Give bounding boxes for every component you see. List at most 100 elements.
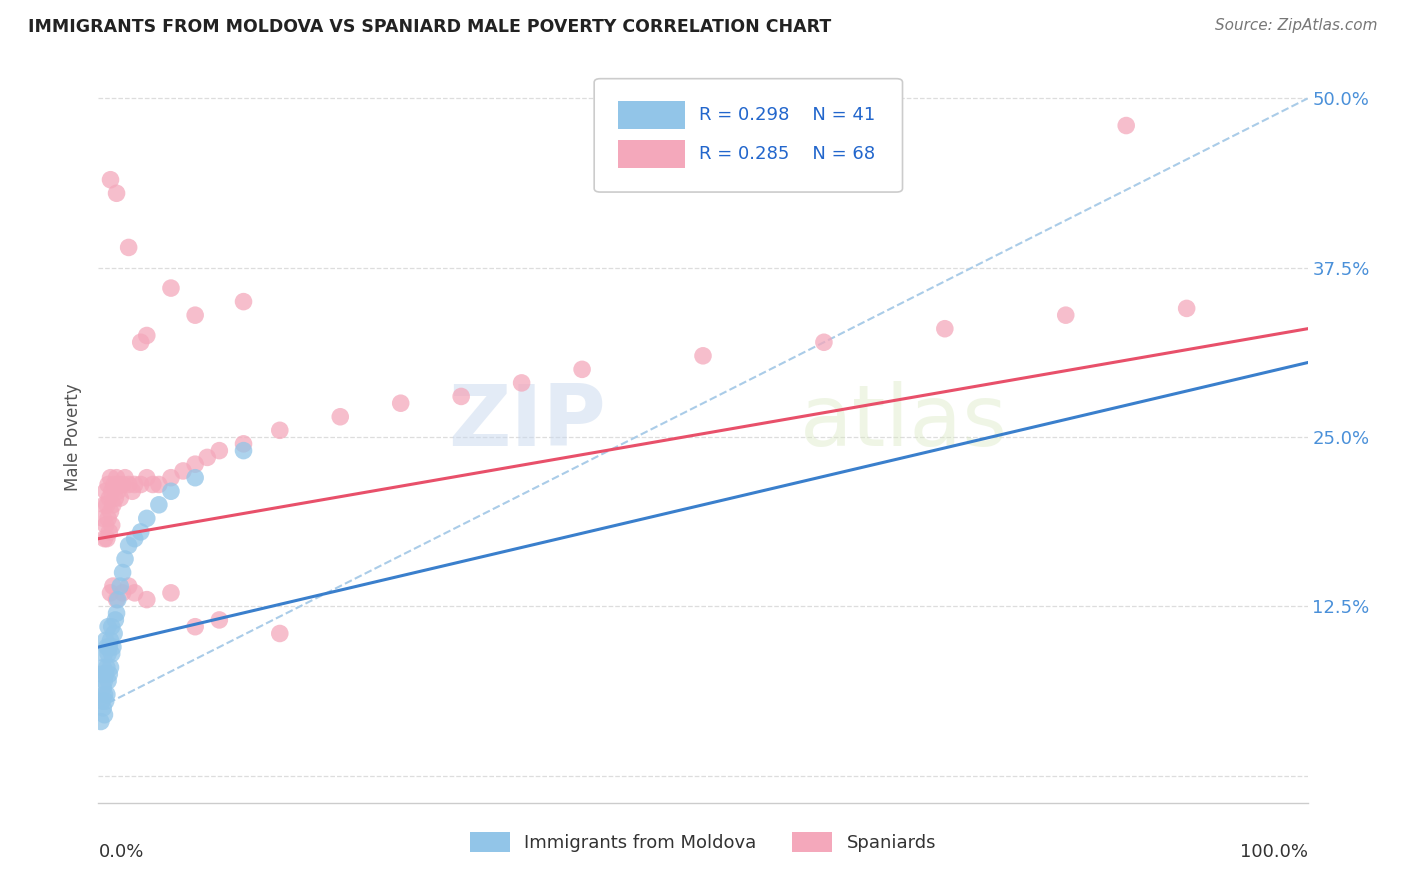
Point xyxy=(98,524,121,539)
Text: 100.0%: 100.0% xyxy=(1240,843,1308,861)
Text: R = 0.285    N = 68: R = 0.285 N = 68 xyxy=(699,145,876,163)
Point xyxy=(108,491,131,505)
Point xyxy=(111,566,134,580)
Point xyxy=(1175,301,1198,316)
Point xyxy=(91,667,114,681)
Point xyxy=(101,640,124,654)
Point xyxy=(184,471,207,485)
Point xyxy=(329,409,352,424)
FancyBboxPatch shape xyxy=(619,102,685,129)
Point xyxy=(104,613,127,627)
Point xyxy=(97,477,120,491)
Point xyxy=(135,471,157,485)
Point xyxy=(184,457,207,471)
Point xyxy=(129,477,152,491)
Point xyxy=(135,328,157,343)
Point xyxy=(160,281,183,295)
Point xyxy=(98,667,121,681)
Point xyxy=(118,240,141,254)
Point xyxy=(114,471,136,485)
Text: Source: ZipAtlas.com: Source: ZipAtlas.com xyxy=(1215,18,1378,33)
Point xyxy=(195,450,218,465)
Point xyxy=(107,484,129,499)
Point xyxy=(105,471,128,485)
Point xyxy=(111,586,134,600)
Point xyxy=(142,477,165,491)
Point xyxy=(101,498,124,512)
Point xyxy=(100,172,122,186)
Point xyxy=(108,579,131,593)
Point xyxy=(148,477,170,491)
Point xyxy=(94,667,117,681)
Point xyxy=(96,498,118,512)
Legend: Immigrants from Moldova, Spaniards: Immigrants from Moldova, Spaniards xyxy=(463,825,943,860)
Point xyxy=(450,389,472,403)
Point xyxy=(232,443,254,458)
Point xyxy=(105,186,128,201)
Point xyxy=(1054,308,1077,322)
Point xyxy=(100,518,122,533)
Point xyxy=(118,579,141,593)
Point xyxy=(91,681,114,695)
Point xyxy=(96,532,118,546)
Point xyxy=(172,464,194,478)
Point xyxy=(232,437,254,451)
Point xyxy=(94,694,117,708)
Text: atlas: atlas xyxy=(800,381,1008,464)
Point xyxy=(129,335,152,350)
Point xyxy=(104,491,127,505)
Point xyxy=(100,505,122,519)
Point xyxy=(94,518,117,533)
Text: 0.0%: 0.0% xyxy=(98,843,143,861)
Point xyxy=(96,688,118,702)
Point xyxy=(135,592,157,607)
Point xyxy=(208,443,231,458)
Point xyxy=(100,633,122,648)
Point xyxy=(100,471,122,485)
Point xyxy=(98,640,121,654)
Point xyxy=(510,376,533,390)
Point xyxy=(96,660,118,674)
Point xyxy=(100,620,122,634)
Point xyxy=(208,613,231,627)
Point xyxy=(97,647,120,661)
Point xyxy=(98,491,121,505)
Point xyxy=(93,688,115,702)
Point xyxy=(160,484,183,499)
Point xyxy=(184,308,207,322)
Point xyxy=(121,484,143,499)
Point xyxy=(108,477,131,491)
Point xyxy=(94,484,117,499)
Point xyxy=(91,511,114,525)
Point xyxy=(97,620,120,634)
Point xyxy=(100,660,122,674)
Point xyxy=(97,511,120,525)
FancyBboxPatch shape xyxy=(595,78,903,192)
Point xyxy=(114,552,136,566)
Point xyxy=(129,524,152,539)
Point xyxy=(135,511,157,525)
Point xyxy=(184,620,207,634)
Point xyxy=(389,396,412,410)
Point xyxy=(103,626,125,640)
Point xyxy=(232,294,254,309)
Point xyxy=(96,640,118,654)
Point xyxy=(91,660,114,674)
Text: ZIP: ZIP xyxy=(449,381,606,464)
Y-axis label: Male Poverty: Male Poverty xyxy=(65,384,83,491)
Point xyxy=(269,423,291,437)
Point xyxy=(124,586,146,600)
Point xyxy=(97,673,120,688)
Point xyxy=(160,586,183,600)
Point xyxy=(118,538,141,552)
Point xyxy=(118,477,141,491)
Point xyxy=(111,477,134,491)
Point xyxy=(94,633,117,648)
Point xyxy=(93,647,115,661)
Point xyxy=(90,714,112,729)
Point xyxy=(107,592,129,607)
Text: R = 0.298    N = 41: R = 0.298 N = 41 xyxy=(699,106,876,124)
Point xyxy=(934,322,956,336)
Point xyxy=(269,626,291,640)
Point xyxy=(1115,119,1137,133)
